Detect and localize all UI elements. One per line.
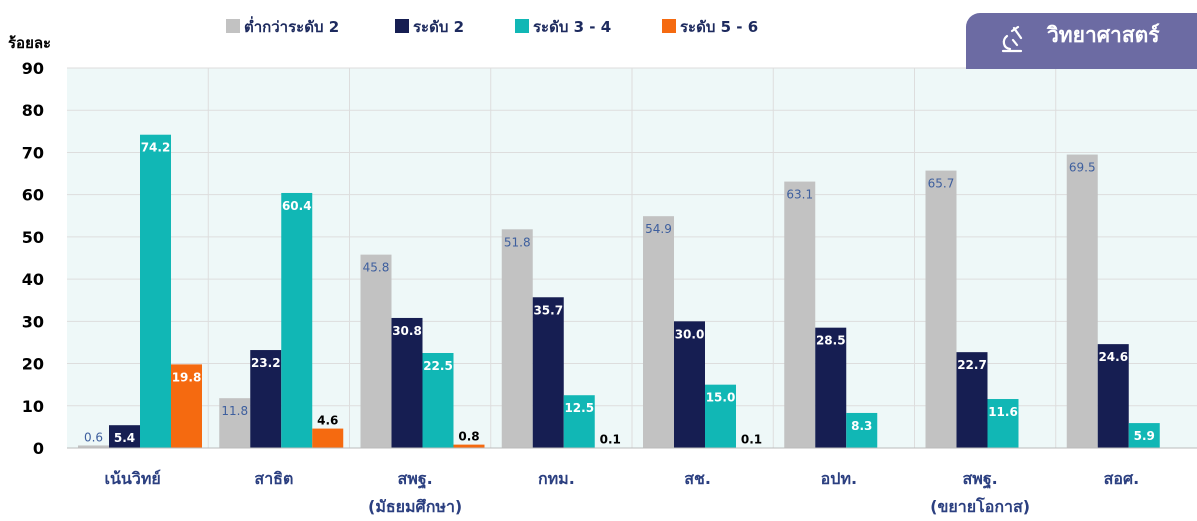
microscope-icon <box>1001 25 1023 53</box>
bar-value-label: 45.8 <box>363 261 390 275</box>
x-tick-label: สช. <box>684 469 711 488</box>
bar <box>925 170 957 448</box>
bar <box>563 395 595 448</box>
y-tick-label: 60 <box>22 186 44 205</box>
bar <box>109 425 140 448</box>
x-tick-label: สพฐ. <box>398 469 433 489</box>
bar-value-label: 0.1 <box>600 433 621 447</box>
bar <box>360 254 392 448</box>
legend-swatch <box>515 19 529 33</box>
bar-value-label: 4.6 <box>317 414 338 428</box>
x-tick-label: เน้นวิทย์ <box>105 469 161 488</box>
x-tick-label: (ขยายโอกาส) <box>930 496 1030 516</box>
bar <box>312 428 344 448</box>
bar <box>674 321 705 448</box>
legend-swatch <box>662 19 676 33</box>
x-tick-label: สาธิต <box>254 469 293 488</box>
bar-value-label: 51.8 <box>504 235 531 249</box>
bar <box>705 384 736 448</box>
y-tick-label: 20 <box>22 355 44 374</box>
bar-value-label: 0.6 <box>84 430 103 444</box>
y-tick-label: 10 <box>22 397 44 416</box>
bar-value-label: 5.4 <box>114 431 135 445</box>
bar-value-label: 22.5 <box>423 359 453 373</box>
bar <box>281 192 313 448</box>
bar <box>1066 154 1098 449</box>
legend-label: ระดับ 3 - 4 <box>533 18 611 36</box>
bar <box>956 352 988 448</box>
bar <box>391 317 423 448</box>
x-tick-label: กทม. <box>538 469 575 488</box>
bar <box>140 134 171 448</box>
legend-label: ต่ำกว่าระดับ 2 <box>244 16 339 36</box>
legend-swatch <box>226 19 240 33</box>
bar-value-label: 74.2 <box>141 141 171 155</box>
bar-value-label: 19.8 <box>172 370 202 384</box>
bar <box>171 364 202 448</box>
bar <box>1097 344 1129 448</box>
y-tick-label: 70 <box>22 143 44 162</box>
bar-value-label: 30.0 <box>675 327 705 341</box>
y-tick-label: 30 <box>22 312 44 331</box>
bar-value-label: 12.5 <box>564 401 594 415</box>
bar-value-label: 0.1 <box>741 433 762 447</box>
bar-value-label: 24.6 <box>1098 350 1128 364</box>
bar <box>1128 423 1160 448</box>
x-tick-label: สพฐ. <box>963 469 998 489</box>
bar <box>501 229 533 448</box>
bar <box>784 181 816 449</box>
bar-value-label: 30.8 <box>392 324 422 338</box>
bar-value-label: 35.7 <box>533 303 563 317</box>
y-axis-label: ร้อยละ <box>8 34 51 52</box>
bar <box>987 399 1019 448</box>
bar <box>453 444 485 448</box>
bar <box>78 445 109 448</box>
bar-value-label: 60.4 <box>282 199 312 213</box>
bar-value-label: 54.9 <box>645 222 672 236</box>
legend-label: ระดับ 2 <box>413 18 464 36</box>
bar-value-label: 8.3 <box>851 419 872 433</box>
legend-swatch <box>395 19 409 33</box>
y-tick-label: 0 <box>33 439 44 458</box>
bar <box>532 297 564 448</box>
x-tick-label: สอศ. <box>1104 469 1140 488</box>
bar <box>643 216 674 448</box>
bar-value-label: 15.0 <box>706 391 736 405</box>
y-tick-label: 80 <box>22 101 44 120</box>
bar-value-label: 23.2 <box>251 356 281 370</box>
bar-value-label: 65.7 <box>928 177 955 191</box>
y-tick-label: 50 <box>22 228 44 247</box>
x-tick-label: (มัธยมศึกษา) <box>368 497 462 516</box>
bar-value-label: 28.5 <box>816 334 846 348</box>
subject-badge-label: วิทยาศาสตร์ <box>1047 23 1160 47</box>
legend-label: ระดับ 5 - 6 <box>680 18 758 36</box>
bar-value-label: 69.5 <box>1069 161 1096 175</box>
x-tick-label: อปท. <box>821 469 857 488</box>
bar-value-label: 11.6 <box>988 405 1018 419</box>
bar-value-label: 5.9 <box>1134 429 1155 443</box>
bar <box>846 412 878 448</box>
bar-value-label: 22.7 <box>957 358 987 372</box>
bar-value-label: 63.1 <box>786 188 813 202</box>
bar <box>815 327 847 448</box>
bar-value-label: 11.8 <box>221 404 248 418</box>
bar <box>422 353 454 448</box>
bar <box>219 398 251 448</box>
bar <box>250 350 282 448</box>
y-tick-label: 40 <box>22 270 44 289</box>
y-tick-label: 90 <box>22 59 44 78</box>
bar-value-label: 0.8 <box>458 430 479 444</box>
